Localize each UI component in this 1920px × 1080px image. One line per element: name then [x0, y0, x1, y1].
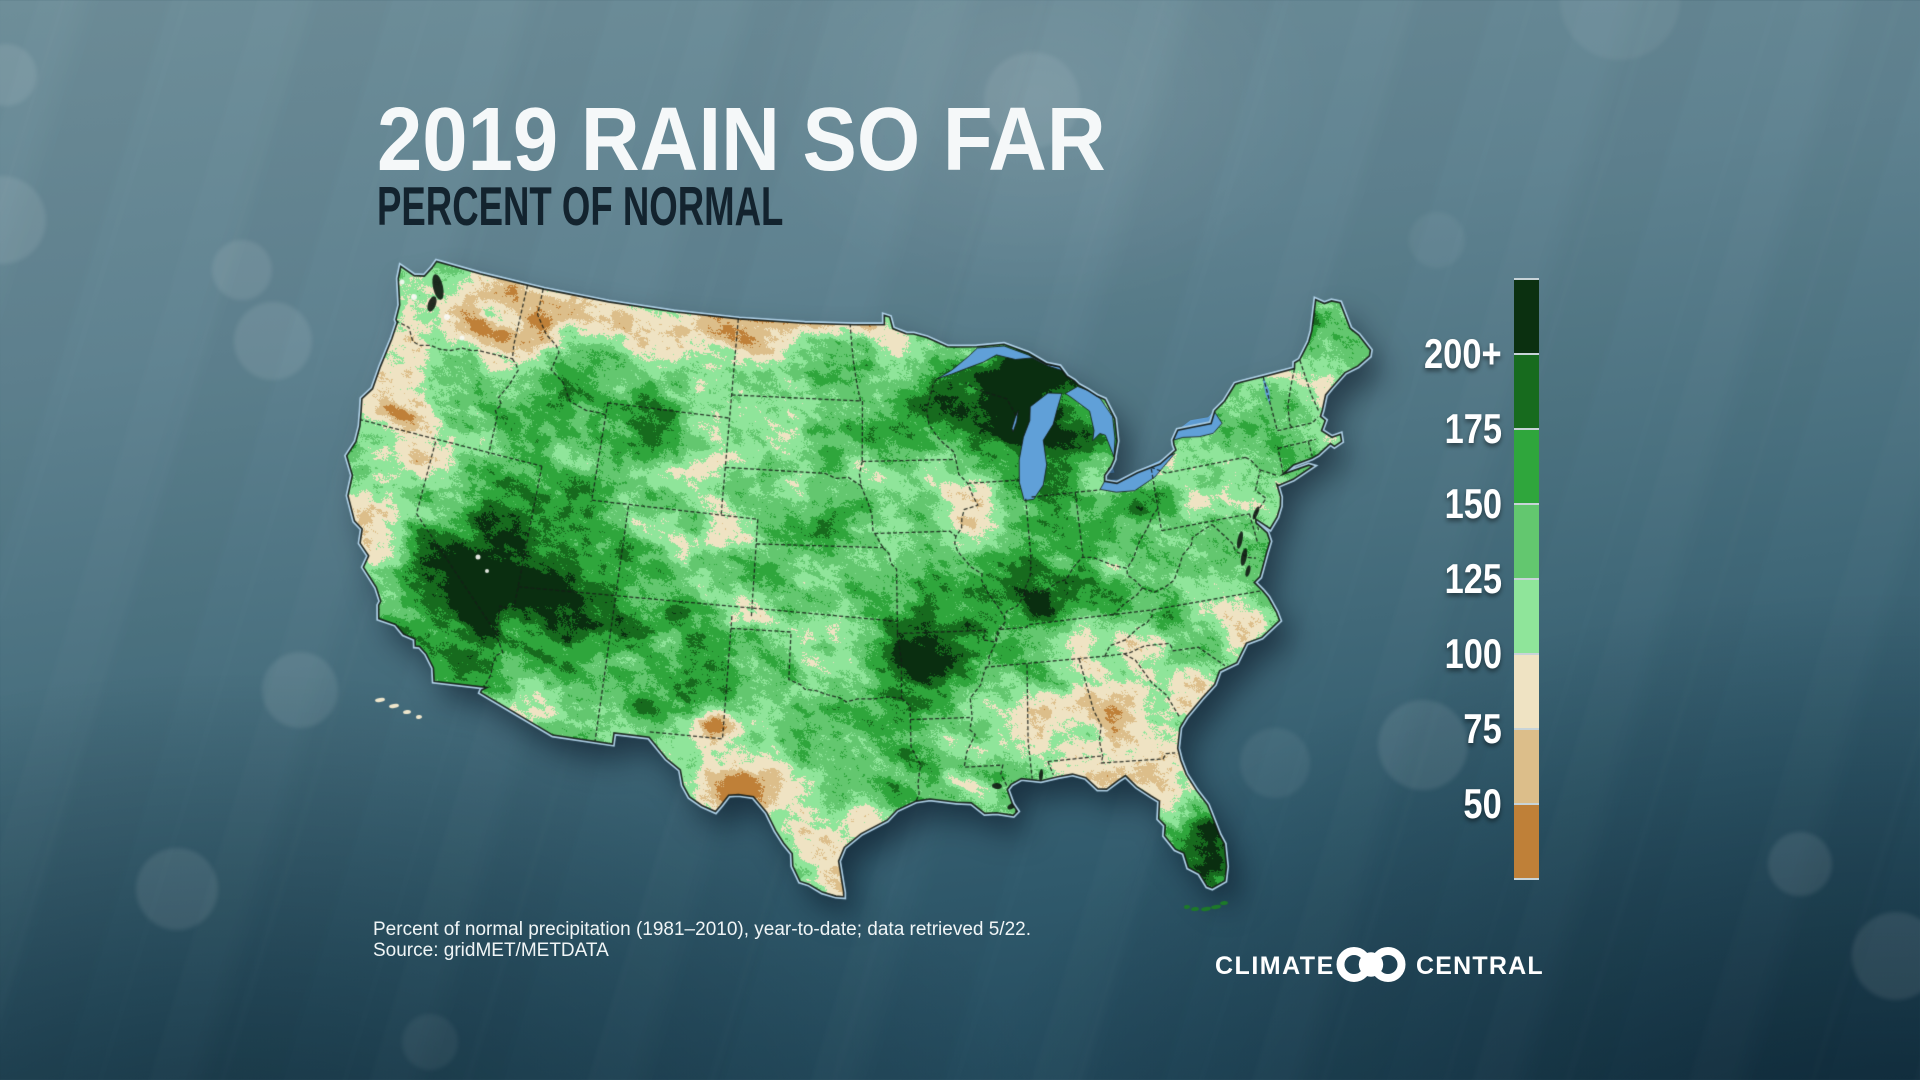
svg-text:CENTRAL: CENTRAL: [1416, 952, 1544, 980]
svg-text:CLIMATE: CLIMATE: [1215, 952, 1335, 980]
